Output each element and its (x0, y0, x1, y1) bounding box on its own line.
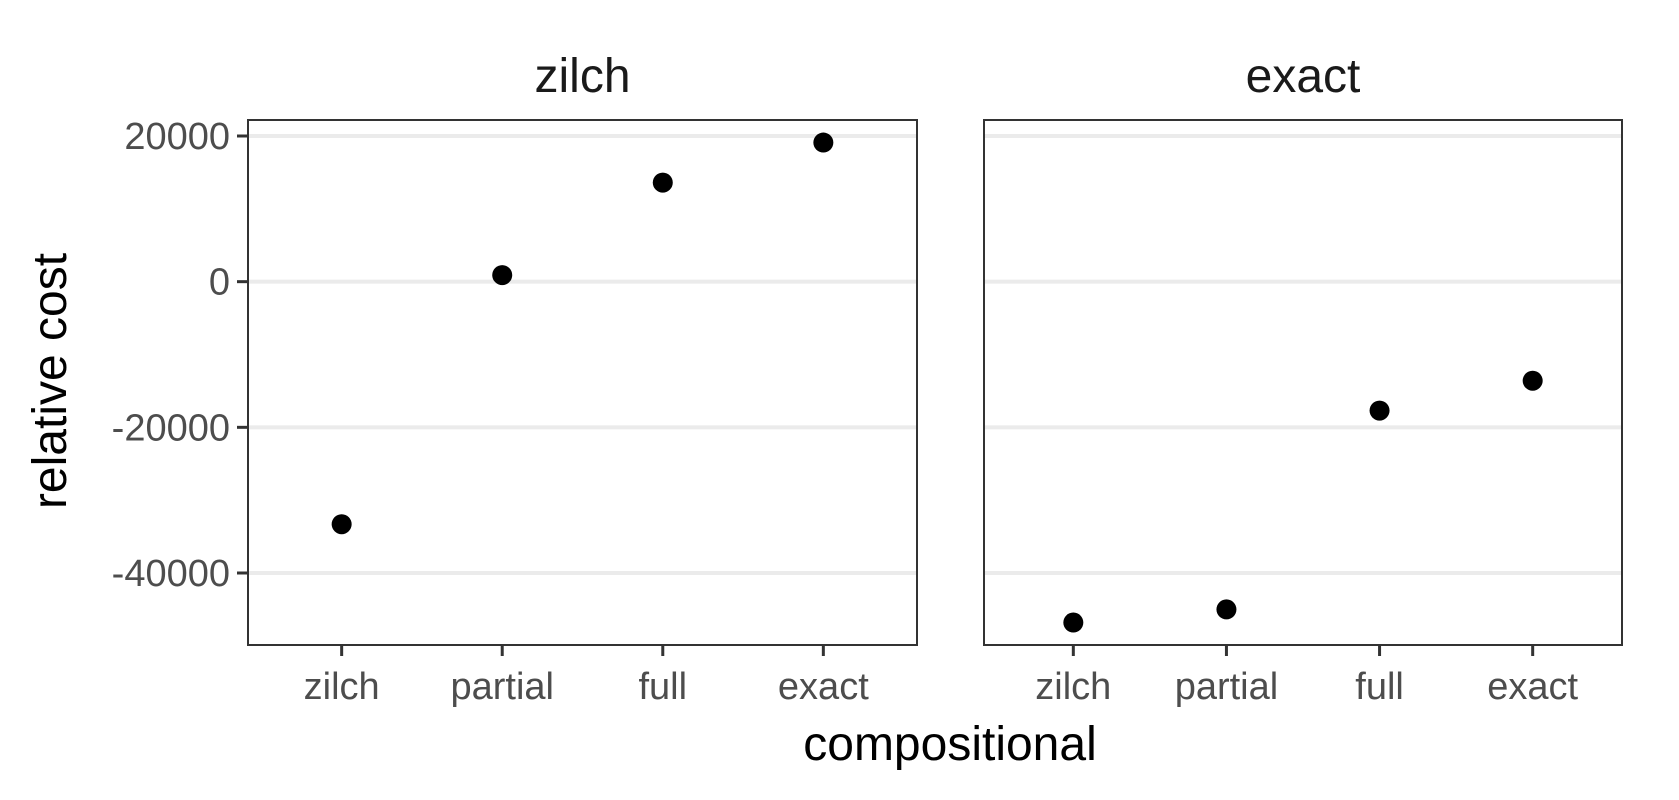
panel-exact-x-tick-label-partial: partial (1175, 666, 1279, 708)
y-tick-label--20000: -20000 (112, 407, 230, 449)
x-axis-title: compositional (803, 718, 1096, 771)
panel-exact-point-partial (1216, 599, 1237, 620)
panel-zilch-title: zilch (534, 50, 630, 103)
panel-zilch-x-tick-label-full: full (638, 666, 687, 708)
y-tick-label--40000: -40000 (112, 553, 230, 595)
panel-exact-x-tick-label-zilch: zilch (1035, 666, 1111, 708)
panel-zilch-x-tick-label-partial: partial (450, 666, 554, 708)
panel-zilch-point-zilch (331, 514, 352, 535)
panel-exact-point-zilch (1063, 612, 1084, 633)
panel-zilch-x-tick-label-exact: exact (778, 666, 869, 708)
frames-layer (247, 119, 1623, 646)
panel-exact-point-exact (1522, 370, 1543, 391)
y-axis-title: relative cost (24, 253, 77, 509)
panel-exact-x-tick-label-full: full (1355, 666, 1404, 708)
panel-zilch-point-partial (492, 265, 513, 286)
panel-exact-point-full (1369, 400, 1390, 421)
panel-zilch-point-full (652, 172, 673, 193)
y-tick-label-20000: 20000 (124, 116, 230, 158)
panel-exact-border (983, 119, 1623, 646)
panel-exact-x-tick-label-exact: exact (1487, 666, 1578, 708)
panel-zilch-border (247, 119, 918, 646)
panel-exact-title: exact (1246, 50, 1361, 103)
points-layer (331, 132, 1543, 633)
y-tick-label-0: 0 (209, 262, 230, 304)
panel-zilch-point-exact (813, 132, 834, 153)
axes-layer: zilch zilch partial full exact 20000 0 -20000 -4… (112, 50, 1579, 708)
panel-zilch-x-tick-label-zilch: zilch (304, 666, 380, 708)
grid-layer (248, 134, 1622, 575)
